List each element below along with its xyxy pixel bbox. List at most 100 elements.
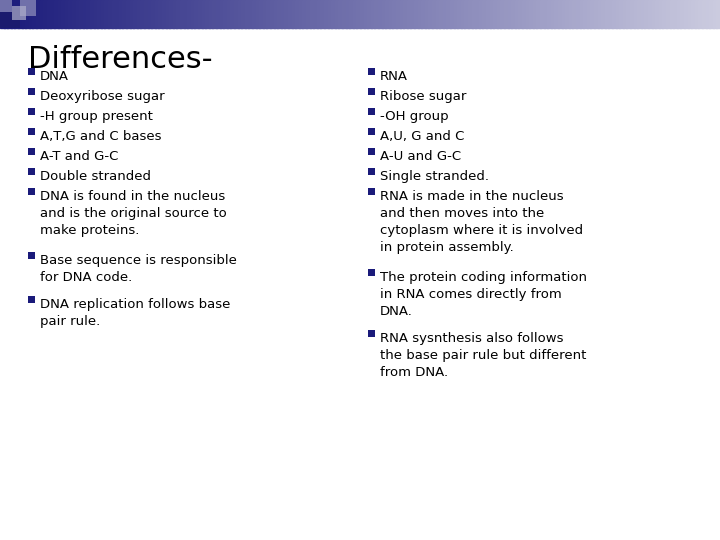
Bar [338, 0, 343, 28]
Bar [14, 0, 19, 28]
Bar [551, 0, 555, 28]
Bar [616, 0, 620, 28]
Bar [500, 0, 505, 28]
Bar [0, 0, 12, 12]
Bar [313, 0, 318, 28]
Bar [28, 296, 35, 303]
Text: Ribose sugar: Ribose sugar [380, 90, 467, 103]
Bar [482, 0, 487, 28]
Bar [446, 0, 451, 28]
Text: and then moves into the: and then moves into the [380, 207, 544, 220]
Bar [353, 0, 357, 28]
Bar [108, 0, 112, 28]
Bar [518, 0, 523, 28]
Bar [61, 0, 66, 28]
Bar [11, 0, 15, 28]
Bar [194, 0, 199, 28]
Bar [29, 0, 33, 28]
Bar [158, 0, 163, 28]
Bar [673, 0, 678, 28]
Bar [162, 0, 166, 28]
Bar [443, 0, 447, 28]
Bar [65, 0, 69, 28]
Bar [151, 0, 156, 28]
Text: A,U, G and C: A,U, G and C [380, 130, 464, 143]
Bar [576, 0, 580, 28]
Bar [428, 0, 433, 28]
Bar [544, 0, 548, 28]
Bar [184, 0, 188, 28]
Bar [648, 0, 652, 28]
Text: Base sequence is responsible: Base sequence is responsible [40, 254, 237, 267]
Bar [83, 0, 87, 28]
Bar [436, 0, 440, 28]
Bar [511, 0, 516, 28]
Bar [227, 0, 231, 28]
Bar [562, 0, 566, 28]
Bar [454, 0, 458, 28]
Bar [349, 0, 354, 28]
Bar [371, 0, 375, 28]
Bar [432, 0, 436, 28]
Bar [367, 0, 372, 28]
Bar [554, 0, 559, 28]
Bar [205, 0, 210, 28]
Bar [76, 0, 80, 28]
Bar [407, 0, 411, 28]
Bar [569, 0, 573, 28]
Bar [245, 0, 249, 28]
Text: Single stranded.: Single stranded. [380, 170, 489, 183]
Bar [382, 0, 386, 28]
Bar [670, 0, 674, 28]
Bar [281, 0, 285, 28]
Bar [328, 0, 332, 28]
Bar [176, 0, 181, 28]
Bar [421, 0, 426, 28]
Bar [368, 148, 375, 155]
Bar [396, 0, 400, 28]
Bar [368, 68, 375, 75]
Bar [713, 0, 717, 28]
Bar [335, 0, 339, 28]
Bar [392, 0, 397, 28]
Bar [241, 0, 246, 28]
Bar [317, 0, 321, 28]
Bar [288, 0, 292, 28]
Bar [368, 88, 375, 95]
Bar [277, 0, 282, 28]
Text: A,T,G and C bases: A,T,G and C bases [40, 130, 161, 143]
Bar [403, 0, 408, 28]
Bar [587, 0, 591, 28]
Text: A-T and G-C: A-T and G-C [40, 150, 118, 163]
Bar [230, 0, 235, 28]
Bar [662, 0, 667, 28]
Bar [619, 0, 624, 28]
Bar [565, 0, 570, 28]
Text: for DNA code.: for DNA code. [40, 271, 132, 284]
Bar [605, 0, 609, 28]
Bar [691, 0, 696, 28]
Bar [25, 0, 30, 28]
Bar [583, 0, 588, 28]
Bar [475, 0, 480, 28]
Bar [368, 168, 375, 175]
Bar [191, 0, 195, 28]
Bar [655, 0, 660, 28]
Text: in RNA comes directly from: in RNA comes directly from [380, 288, 562, 301]
Bar [155, 0, 159, 28]
Bar [540, 0, 544, 28]
Bar [50, 0, 55, 28]
Bar [144, 0, 148, 28]
Bar [270, 0, 274, 28]
Bar [126, 0, 130, 28]
Bar [0, 0, 4, 28]
Bar [79, 0, 84, 28]
Bar [148, 0, 152, 28]
Bar [418, 0, 422, 28]
Bar [28, 68, 35, 75]
Text: Differences-: Differences- [28, 45, 212, 74]
Bar [497, 0, 501, 28]
Bar [378, 0, 382, 28]
Bar [0, 8, 20, 28]
Bar [169, 0, 174, 28]
